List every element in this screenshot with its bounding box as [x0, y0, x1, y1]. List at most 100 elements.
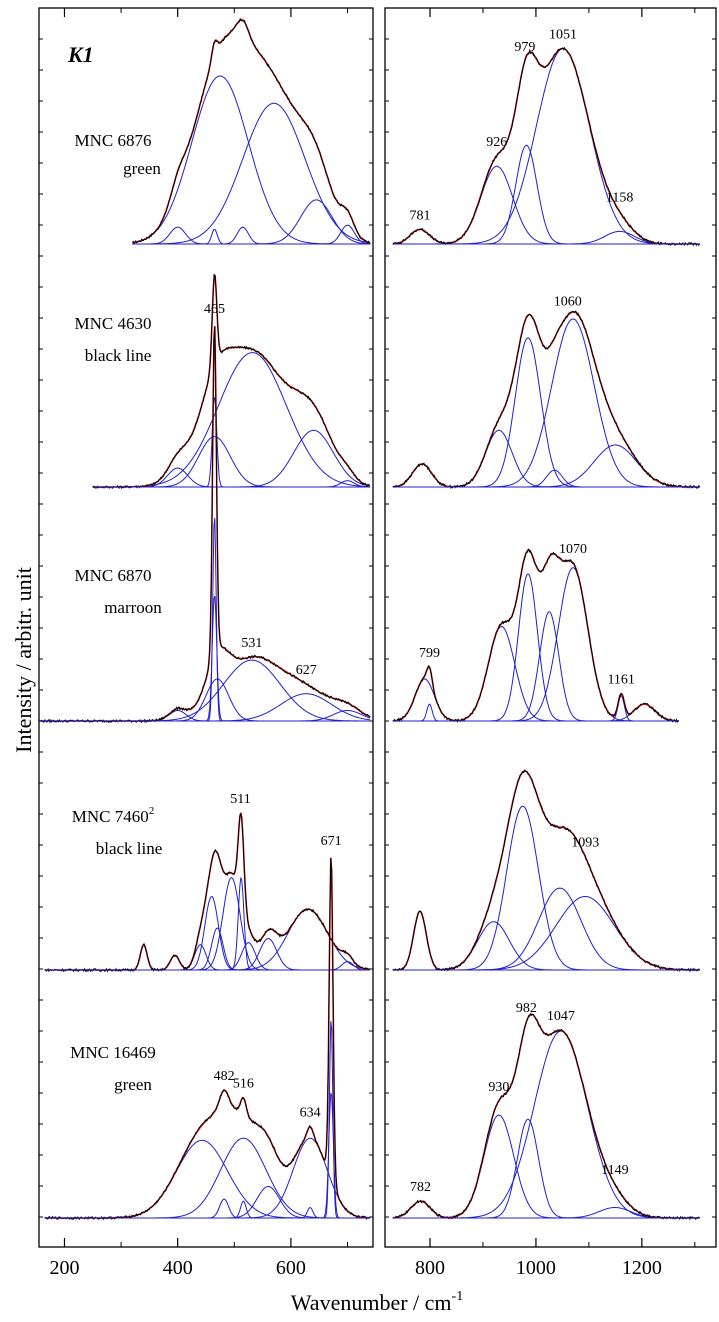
spectrum-left-row-1 — [132, 17, 371, 245]
fit-component — [392, 1030, 700, 1219]
fit-component — [92, 397, 370, 488]
fit-component — [392, 703, 679, 722]
panel-tag: K1 — [67, 42, 94, 67]
fit-component — [392, 318, 700, 488]
fit-component — [44, 1200, 370, 1219]
peak-label-782: 782 — [410, 1180, 431, 1195]
measured-spectrum — [44, 857, 371, 1221]
fit-component — [44, 937, 370, 971]
x-tick-label: 800 — [415, 1257, 445, 1279]
right-panel: 800 1000 1200 781 926 979 1051 1158 1060 799 1070 1… — [384, 7, 717, 1279]
peak-label-799: 799 — [419, 646, 440, 661]
fit-component — [44, 1092, 370, 1219]
x-axis-title-text: Wavenumber / cm — [291, 1290, 452, 1315]
peak-label-1158: 1158 — [606, 191, 633, 206]
peak-label-482: 482 — [214, 1069, 235, 1084]
fit-component — [392, 625, 679, 722]
fit-component — [44, 942, 370, 971]
measured-spectrum — [392, 46, 701, 247]
y-axis-title: Intensity / arbitr. unit — [11, 567, 36, 753]
right-frame — [384, 7, 717, 1248]
fit-component — [44, 1137, 370, 1219]
sample-color: black line — [96, 839, 163, 858]
x-tick-label: 1200 — [622, 1257, 662, 1279]
fit-envelope — [392, 1013, 700, 1219]
fit-component — [44, 1137, 370, 1219]
sample-color: green — [114, 1075, 152, 1094]
spectrum-left-row-2 — [92, 273, 371, 490]
fit-component — [392, 444, 700, 488]
sample-color: green — [123, 159, 161, 178]
measured-spectrum — [92, 273, 371, 490]
fit-component — [39, 710, 371, 722]
fit-component — [392, 144, 700, 245]
spectrum-right-row-1: 781 926 979 1051 1158 — [392, 27, 701, 247]
fit-component — [392, 921, 700, 971]
sample-color: black line — [85, 346, 152, 365]
x-tick-label: 1000 — [516, 1257, 556, 1279]
sample-labels: MNC 6876 green MNC 4630 black line MNC 6870 m… — [70, 131, 162, 1094]
fit-component — [392, 165, 700, 245]
fit-envelope — [392, 549, 679, 722]
spectrum-right-row-4: 1093 — [392, 769, 701, 973]
sample-id: MNC 74602 — [72, 805, 154, 826]
spectrum-right-row-5: 782 930 982 1047 1149 — [392, 1001, 701, 1221]
fit-component — [92, 352, 370, 488]
fit-component — [92, 467, 370, 488]
fit-component — [392, 805, 700, 971]
peak-label-1060: 1060 — [554, 295, 582, 310]
fit-component — [392, 463, 700, 488]
peak-label-1161: 1161 — [607, 673, 634, 688]
fit-component — [392, 703, 679, 722]
fit-component — [392, 887, 700, 971]
peak-label-1070: 1070 — [559, 542, 587, 557]
sample-color: marroon — [104, 598, 162, 617]
sample-id: MNC 4630 — [75, 314, 152, 333]
peak-label-781: 781 — [409, 208, 430, 223]
measured-spectrum — [38, 326, 371, 724]
fit-envelope — [132, 18, 371, 244]
peak-label-531: 531 — [241, 636, 262, 651]
measured-spectrum — [392, 1012, 700, 1221]
sample-id: MNC 6870 — [75, 566, 152, 585]
peak-label-516: 516 — [233, 1077, 254, 1092]
x-axis-title-sup: -1 — [452, 1289, 464, 1304]
peak-label-634: 634 — [300, 1106, 321, 1121]
peak-label-930: 930 — [488, 1080, 509, 1095]
fit-component — [44, 1198, 370, 1219]
sample-id: MNC 16469 — [70, 1043, 155, 1062]
fit-envelope — [392, 47, 700, 245]
fit-component — [44, 944, 370, 971]
peak-label-926: 926 — [486, 135, 507, 150]
fit-component — [132, 102, 371, 245]
fit-envelope — [92, 274, 370, 488]
spectrum-left-row-4: 511 — [44, 792, 371, 973]
spectrum-right-row-3: 799 1070 1161 — [392, 542, 680, 724]
fit-component — [132, 75, 371, 245]
fit-component — [392, 896, 700, 971]
measured-spectrum — [392, 769, 700, 973]
x-axis-title: Wavenumber / cm-1 — [291, 1289, 463, 1315]
fit-component — [39, 659, 371, 722]
sample-id: MNC 6876 — [75, 131, 152, 150]
peak-label-511: 511 — [230, 792, 250, 807]
peak-label-979: 979 — [514, 40, 535, 55]
x-tick-label: 400 — [163, 1257, 193, 1279]
spectrum-left-row-3: 465 531 627 — [38, 302, 371, 724]
fit-envelope — [39, 326, 371, 722]
fit-component — [392, 48, 700, 245]
measured-spectrum — [132, 17, 371, 245]
fit-component — [392, 611, 679, 722]
fit-component — [392, 1114, 700, 1219]
peak-label-465: 465 — [204, 302, 225, 317]
x-tick-label: 600 — [276, 1257, 306, 1279]
fit-component — [44, 1186, 370, 1219]
fit-component — [44, 1207, 370, 1219]
fit-component — [392, 1118, 700, 1219]
peak-label-982: 982 — [516, 1001, 537, 1016]
measured-spectrum — [392, 548, 680, 724]
fit-component — [132, 224, 371, 245]
